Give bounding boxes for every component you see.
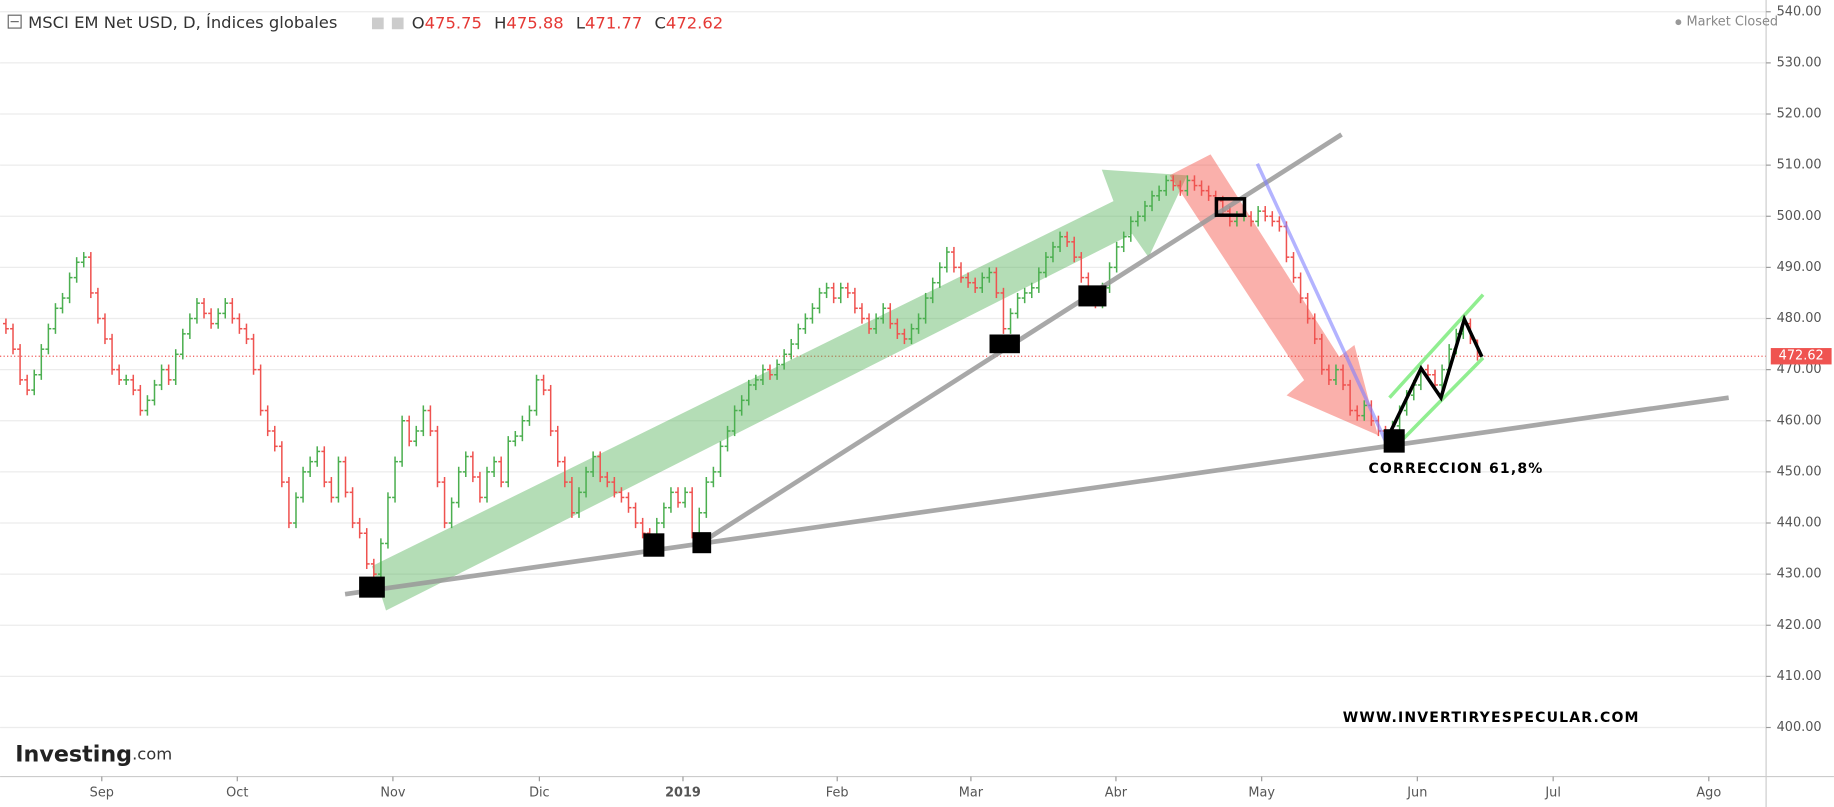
y-tick-label: 450.00 (1777, 464, 1822, 479)
trend-line (698, 132, 1343, 546)
ohlc-value: 471.77 (585, 13, 642, 32)
x-tick-label: Oct (226, 785, 248, 800)
pivot-marker (692, 532, 712, 554)
y-tick-label: 540.00 (1777, 4, 1822, 19)
price-bars (3, 175, 1481, 580)
x-tick-label: Sep (90, 785, 114, 800)
pivot-marker (359, 576, 385, 598)
drawings: CORRECCION 61,8% WWW.INVERTIRYESPECULAR.… (344, 132, 1730, 726)
y-tick-label: 530.00 (1777, 55, 1822, 70)
x-tick-label: Dic (529, 785, 550, 800)
y-tick-label: 510.00 (1777, 158, 1822, 173)
up-arrow (371, 169, 1188, 611)
settings-icon[interactable] (391, 17, 404, 30)
x-tick-label: Nov (380, 785, 405, 800)
watermark: WWW.INVERTIRYESPECULAR.COM (1343, 710, 1640, 726)
last-price-tag (1770, 348, 1832, 365)
ohlc-label: L (576, 13, 586, 32)
ohlc-value: 472.62 (666, 13, 723, 32)
ohlc-label: C (654, 13, 665, 32)
pivot-marker (1078, 285, 1107, 307)
ohlc-value: 475.75 (425, 13, 482, 32)
x-tick-label: Jul (1544, 785, 1561, 800)
y-tick-label: 420.00 (1777, 618, 1822, 633)
channel-line (1402, 356, 1485, 440)
y-tick-label: 460.00 (1777, 413, 1822, 428)
annotation: CORRECCION 61,8% (1368, 461, 1543, 477)
market-status: Market Closed (1687, 15, 1779, 30)
x-tick-label: May (1248, 785, 1275, 800)
y-tick-label: 490.00 (1777, 260, 1822, 275)
x-tick-label: Mar (959, 785, 984, 800)
chart-title: MSCI EM Net USD, D, Índices globales (28, 13, 337, 32)
y-tick-label: 400.00 (1777, 720, 1822, 735)
x-tick-label: Abr (1105, 785, 1128, 800)
x-tick-label: Ago (1696, 785, 1721, 800)
y-tick-label: 470.00 (1777, 362, 1822, 377)
last-price-label: 472.62 (1779, 349, 1824, 364)
ohlc-label: O (412, 13, 425, 32)
header: MSCI EM Net USD, D, Índices globales O47… (7, 13, 1779, 32)
grid (0, 11, 1767, 729)
x-tick-label: Jun (1406, 785, 1427, 800)
pivot-marker (1383, 429, 1405, 453)
y-tick-label: 410.00 (1777, 669, 1822, 684)
logo: Investing.com (15, 741, 172, 767)
pivot-box (1214, 197, 1247, 217)
logo-brand: Investing (15, 741, 132, 767)
ohlc-value: 475.88 (506, 13, 563, 32)
projection-line (1385, 314, 1484, 440)
y-tick-label: 440.00 (1777, 516, 1822, 531)
settings-icon[interactable] (371, 17, 384, 30)
pivot-marker (643, 533, 665, 557)
ohlc-label: H (494, 13, 506, 32)
trend-line (344, 395, 1730, 597)
down-arrow (1169, 154, 1378, 436)
trend-arrows (371, 154, 1378, 611)
y-tick-label: 500.00 (1777, 209, 1822, 224)
collapse-icon (7, 14, 22, 29)
pivot-marker (989, 334, 1020, 354)
channel-line (1388, 293, 1485, 399)
status-dot (1675, 19, 1682, 26)
y-tick-label: 430.00 (1777, 567, 1822, 582)
trend-line (1255, 163, 1388, 443)
ohlc-legend: O475.75 H475.88 L471.77 C472.62 (412, 13, 723, 32)
x-tick-label: 2019 (665, 785, 701, 800)
y-tick-label: 520.00 (1777, 107, 1822, 122)
y-tick-label: 480.00 (1777, 311, 1822, 326)
logo-suffix: .com (132, 744, 172, 763)
x-tick-label: Feb (826, 785, 849, 800)
